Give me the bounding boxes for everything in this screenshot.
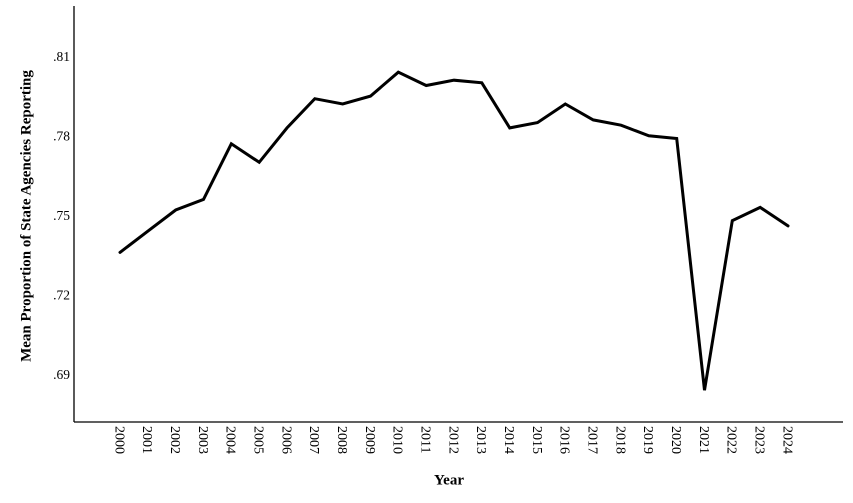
x-tick-label: 2001 <box>139 426 154 454</box>
x-tick-label: 2013 <box>473 426 488 454</box>
x-tick-label: 2012 <box>445 426 460 454</box>
x-tick-label: 2002 <box>167 426 182 454</box>
x-tick-label: 2024 <box>779 426 794 454</box>
y-tick-label: .75 <box>53 208 70 223</box>
x-tick-label: 2000 <box>111 426 126 454</box>
x-tick-label: 2015 <box>529 426 544 454</box>
x-tick-label: 2010 <box>390 426 405 454</box>
data-line <box>118 70 790 391</box>
x-tick-label: 2004 <box>223 426 238 454</box>
x-axis-title: Year <box>434 472 464 489</box>
x-tick-label: 2018 <box>612 426 627 454</box>
x-tick-label: 2009 <box>362 426 377 454</box>
x-tick-label: 2008 <box>334 426 349 454</box>
x-tick-label: 2022 <box>724 426 739 454</box>
x-tick-label: 2011 <box>418 426 433 453</box>
x-tick-label: 2023 <box>752 426 767 454</box>
x-tick-label: 2007 <box>306 426 321 454</box>
x-tick-label: 2006 <box>278 426 293 454</box>
x-tick-label: 2021 <box>696 426 711 454</box>
x-tick-label: 2020 <box>668 426 683 454</box>
x-tick-label: 2016 <box>557 426 572 454</box>
x-tick-label: 2014 <box>501 426 516 454</box>
x-tick-label: 2019 <box>640 426 655 454</box>
y-axis-title: Mean Proportion of State Agencies Report… <box>18 70 35 362</box>
y-tick-label: .81 <box>53 49 70 64</box>
x-tick-label: 2005 <box>251 426 266 454</box>
y-tick-label: .78 <box>53 128 70 143</box>
y-tick-label: .72 <box>53 287 70 302</box>
y-tick-label: .69 <box>53 367 70 382</box>
x-tick-label: 2003 <box>195 426 210 454</box>
x-tick-label: 2017 <box>585 426 600 454</box>
